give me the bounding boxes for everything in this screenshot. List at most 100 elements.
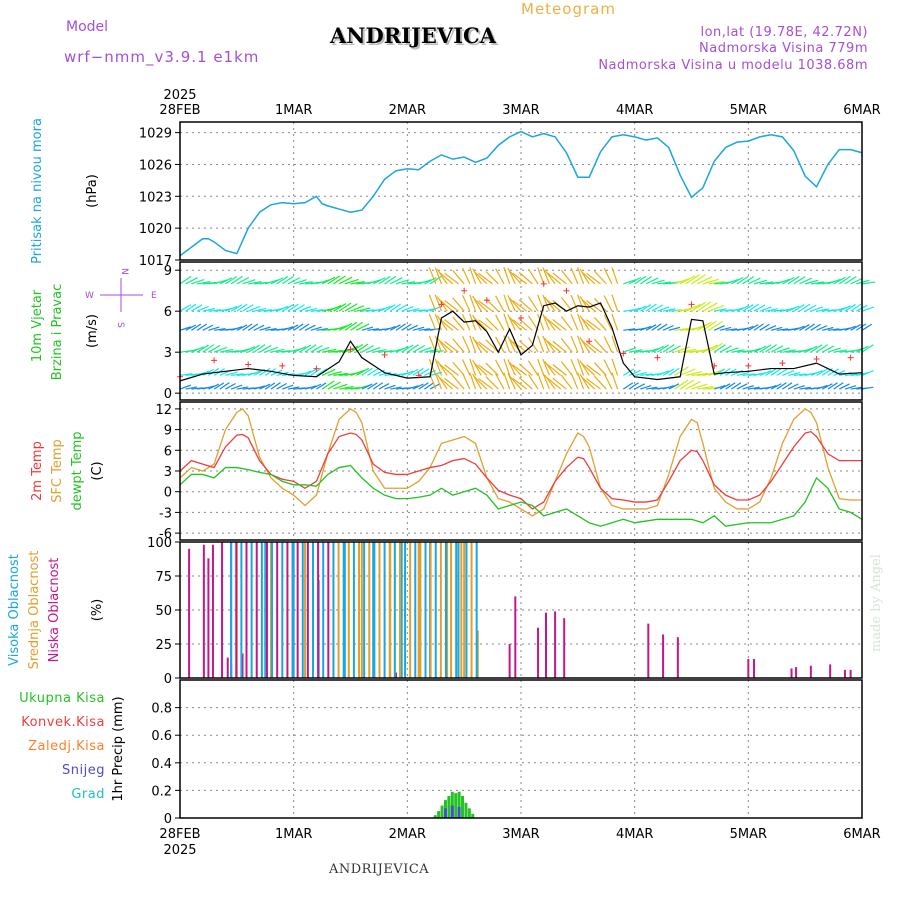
wind-barb [225,275,238,285]
cloud-high-axis-label: Visoka Oblacnost [7,554,22,666]
cloud-overcast-bar [409,542,412,678]
wind-barb [444,300,459,312]
wind-barb [236,277,250,285]
wind-barb [799,347,813,353]
product-title: Meteogram [521,0,616,18]
wind-barb [478,378,493,390]
wind-barb [253,307,267,312]
wind-barb [469,267,477,285]
wind-barb [579,360,590,376]
wind-gust-marker [347,346,354,353]
wind-barb [581,363,596,376]
wind-barb [469,358,477,376]
wind-barb [603,336,613,353]
wind-barb [577,294,585,312]
wind-barb [544,269,556,285]
wind-barb [662,324,674,331]
wind-barb [213,346,227,353]
wind-barb [299,323,310,331]
wind-barb [611,294,619,312]
wind-barb [179,373,193,377]
wind-gust-marker [847,354,854,361]
x-tick-label-bottom: 28FEB [159,827,200,842]
wind-barb [401,281,416,285]
wind-gust-marker [461,287,468,294]
wind-barb [316,328,328,331]
wind-barb [191,279,205,285]
wind-barb [372,277,386,285]
wind-barb [593,297,607,312]
cloud-overcast-bar [363,542,366,678]
cloud-overcast-bar [250,542,253,678]
wind-barb [236,324,248,331]
wind-barb [225,371,238,376]
cloud-high-bar [372,542,375,678]
wind-barb [367,382,378,390]
wind-barb [242,323,253,331]
precip-total-bar [433,815,437,818]
wind-barb [593,375,607,390]
wind-barb [850,277,864,285]
wind-barb [570,267,579,285]
temp-2m-line [179,430,862,510]
station-title: ANDRIJEVICA [330,23,497,48]
wind-gust-marker [688,301,695,308]
wind-barb [680,348,697,353]
wind-barb [662,385,675,390]
wind-barb [782,382,793,390]
precip-total-bar [464,802,468,818]
precip-total-bar [454,793,458,818]
wind-barb [293,346,307,353]
y-tick-label: 50 [155,604,172,619]
wind-barb [645,386,658,390]
wind-barb [253,385,266,390]
wind-barb [512,341,528,353]
wind-barb [537,372,545,390]
wind-barb [603,267,613,285]
wind-barb [821,383,833,390]
wind-barb [293,323,304,331]
cloud-overcast-bar [439,542,442,678]
x-tick-label-top: 4MAR [616,103,653,118]
wind-barb [628,382,639,390]
cloud-mid-axis-label: Srednja Oblacnost [27,551,42,670]
wind-barb [623,347,637,353]
wind-barb [685,274,700,285]
legend-total-rain: Ukupna Kisa [19,691,105,706]
wind-barb [339,385,354,390]
wind-barb [586,272,601,285]
wind-barb [281,304,294,312]
wind-barb [350,343,364,353]
time-axis: 28FEB 28FEB 1MAR 1MAR 2MAR 2MAR 3MAR 3MAR 4MAR 4M… [159,88,880,858]
wind-barb [770,383,782,390]
wind-barb [248,281,262,285]
wind-barb [344,303,358,312]
wind-barb [472,295,482,312]
wind-barb [485,298,499,312]
wind-barb [546,318,562,331]
wind-barb [560,361,573,376]
wind-barb [702,278,719,285]
y-tick-label: 0 [164,486,172,501]
wind-barb [593,338,607,353]
pressure-line [179,130,863,257]
wind-barb [242,346,256,353]
wind-barb [657,306,670,312]
wind-barb [696,301,712,312]
wind-barb [816,308,829,312]
cloud-mid-bar [476,630,479,678]
wind-barb [542,372,550,390]
wind-barb [247,370,261,376]
wind-barb [350,369,365,376]
wind-barb [452,361,465,376]
cloud-unit-label: (%) [90,599,105,622]
wind-barb [537,267,545,285]
wind-gust-marker [711,362,718,369]
wind-barb [361,344,374,353]
wind-barb [691,372,708,377]
wind-barb [844,276,857,285]
wind-barb [485,317,499,331]
x-tick-label-bottom: 4MAR [616,827,653,842]
wind-barb [428,267,437,285]
temp-unit-label: (C) [90,461,105,480]
